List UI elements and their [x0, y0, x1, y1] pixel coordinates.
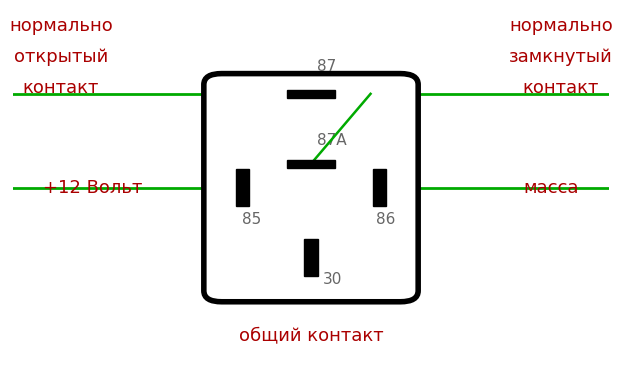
FancyBboxPatch shape	[204, 74, 418, 302]
Text: 85: 85	[242, 212, 261, 227]
Text: 30: 30	[323, 272, 342, 287]
Text: нормально: нормально	[9, 17, 113, 35]
Text: открытый: открытый	[14, 48, 108, 66]
Text: замкнутый: замкнутый	[509, 48, 613, 66]
Text: +12 Вольт: +12 Вольт	[43, 179, 142, 197]
Text: общий контакт: общий контакт	[239, 326, 383, 344]
Text: нормально: нормально	[509, 17, 613, 35]
Bar	[304, 239, 318, 276]
Bar	[373, 169, 386, 206]
Bar	[287, 160, 335, 168]
Text: 87A: 87A	[317, 133, 346, 148]
Text: контакт: контакт	[23, 79, 99, 97]
Text: 86: 86	[376, 212, 395, 227]
Bar	[287, 90, 335, 98]
Text: контакт: контакт	[523, 79, 599, 97]
Text: масса: масса	[524, 179, 579, 197]
Text: 87: 87	[317, 59, 337, 74]
Bar	[236, 169, 249, 206]
